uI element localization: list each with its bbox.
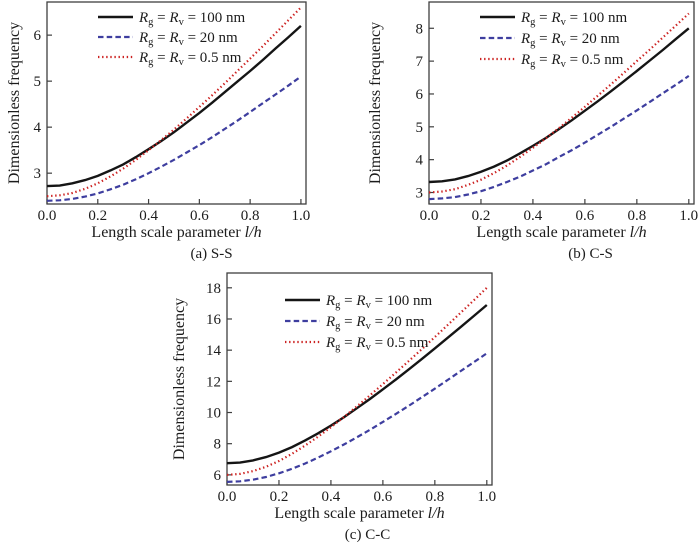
x-axis-label: Length scale parameter l/h: [274, 505, 444, 522]
series-20nm-line: [428, 74, 690, 201]
x-tick-label: 0.6: [374, 489, 393, 505]
y-tick-label: 3: [34, 166, 42, 182]
y-tick-label: 6: [214, 468, 222, 484]
subfigure-caption: (c) C-C: [345, 527, 390, 543]
y-tick-label: 12: [206, 374, 221, 390]
y-tick-label: 6: [416, 87, 424, 103]
x-tick-label: 0.8: [241, 208, 260, 224]
legend-label-20nm: Rg = Rv = 20 nm: [520, 31, 620, 49]
y-tick-label: 18: [206, 281, 221, 297]
legend-label-100nm: Rg = Rv = 100 nm: [325, 293, 433, 311]
plot-frame: [46, 1, 307, 205]
y-tick-label: 8: [416, 21, 424, 37]
y-tick-label: 4: [416, 153, 424, 169]
x-tick-label: 0.8: [425, 489, 444, 505]
plot-frame: [428, 1, 695, 205]
y-axis-label: Dimensionless frequency: [6, 22, 23, 184]
x-tick-label: 0.4: [524, 208, 543, 224]
x-tick-label: 1.0: [292, 208, 311, 224]
legend-label-0.5nm: Rg = Rv = 0.5 nm: [520, 52, 624, 70]
chart-c-cc: 0.0 0.2 0.4 0.6 0.8 1.0 6 8 10 12 14 16 18 Rg = Rv = …: [171, 272, 496, 543]
series-20nm-line: [226, 352, 488, 483]
series-20nm-line: [46, 75, 302, 202]
x-tick-label: 0.4: [322, 489, 341, 505]
y-tick-label: 14: [206, 343, 222, 359]
series-100nm-line: [226, 304, 488, 465]
x-tick-label: 0.4: [139, 208, 158, 224]
legend-label-20nm: Rg = Rv = 20 nm: [138, 30, 238, 48]
x-tick-label: 0.8: [627, 208, 646, 224]
chart-b-cs: 0.0 0.2 0.4 0.6 0.8 1.0 3 4 5 6 7 8 Rg = Rv = 100 nm…: [367, 1, 698, 262]
y-tick-label: 7: [416, 54, 424, 70]
y-tick-label: 8: [214, 437, 222, 453]
x-tick-label: 0.2: [270, 489, 289, 505]
y-tick-label: 4: [34, 120, 42, 136]
x-tick-label: 0.2: [88, 208, 107, 224]
y-tick-label: 16: [206, 312, 222, 328]
subfigure-caption: (a) S-S: [190, 246, 232, 262]
y-tick-label: 6: [34, 28, 42, 44]
chart-a-ss: 0.0 0.2 0.4 0.6 0.8 1.0 3 4 5 6 Rg = Rv = 100 nm Rg…: [6, 1, 311, 262]
x-axis-label: Length scale parameter l/h: [91, 224, 261, 241]
x-axis-label: Length scale parameter l/h: [476, 224, 646, 241]
y-axis-label: Dimensionless frequency: [171, 298, 188, 460]
y-tick-label: 10: [206, 406, 221, 422]
legend-label-0.5nm: Rg = Rv = 0.5 nm: [138, 50, 242, 68]
y-tick-label: 5: [416, 120, 424, 136]
series-100nm-line: [46, 25, 302, 188]
legend-label-0.5nm: Rg = Rv = 0.5 nm: [325, 335, 429, 353]
subfigure-caption: (b) C-S: [568, 246, 613, 262]
x-tick-label: 1.0: [477, 489, 496, 505]
x-tick-label: 0.6: [576, 208, 595, 224]
legend-label-20nm: Rg = Rv = 20 nm: [325, 314, 425, 332]
x-tick-label: 0.2: [472, 208, 491, 224]
legend-label-100nm: Rg = Rv = 100 nm: [138, 10, 246, 28]
x-tick-label: 0.0: [38, 208, 57, 224]
plot-frame: [226, 272, 493, 486]
y-tick-label: 3: [416, 186, 424, 202]
legend-label-100nm: Rg = Rv = 100 nm: [520, 10, 628, 28]
x-tick-label: 0.0: [218, 489, 237, 505]
x-tick-label: 0.0: [420, 208, 439, 224]
y-tick-label: 5: [34, 74, 42, 90]
x-tick-label: 0.6: [190, 208, 209, 224]
x-tick-label: 1.0: [679, 208, 698, 224]
series-100nm-line: [428, 27, 690, 184]
y-axis-label: Dimensionless frequency: [367, 22, 384, 184]
